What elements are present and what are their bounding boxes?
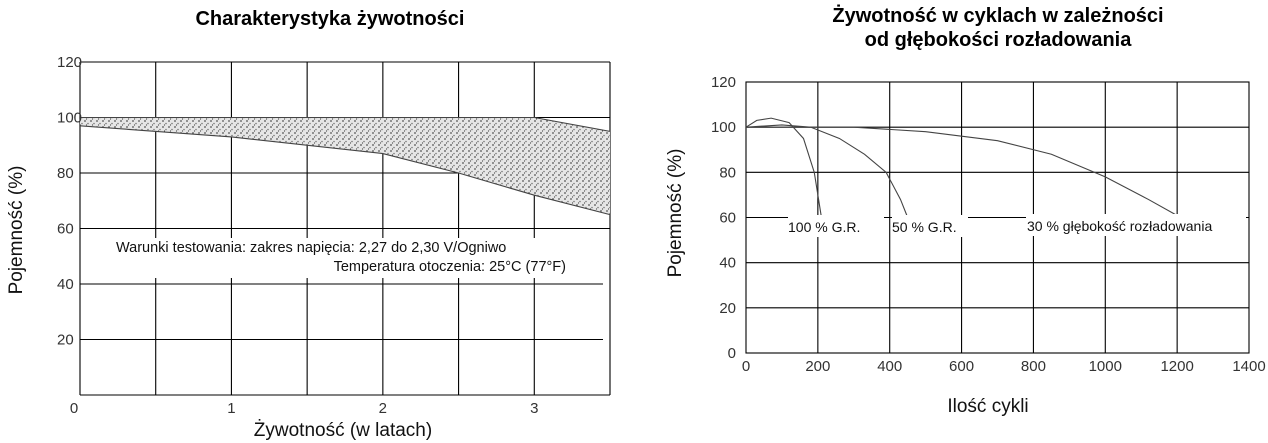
x-axis-label: Żywotność (w latach) [254,420,432,441]
y-tick-label: 100 [57,110,82,127]
capacity-lifetime-chart-svg: Charakterystyka żywotności Warunki testo… [6,8,611,441]
y-axis-label: Pojemność (%) [665,149,686,278]
series-line-2 [745,124,909,218]
series-label-30: 30 % głębokość rozładowania [1027,218,1212,234]
y-tick-label: 120 [711,74,736,91]
y-tick-label: 120 [57,54,82,71]
label-background-100 [788,215,884,237]
x-tick-label: 400 [877,358,902,375]
test-conditions-note: Warunki testowania: zakres napięcia: 2,2… [116,240,506,256]
label-background-50 [892,215,968,237]
y-tick-label: 100 [711,119,736,136]
band-lower-edge [79,125,611,216]
note-background [112,238,574,278]
capacity-lifetime-chart: Charakterystyka żywotności Warunki testo… [6,8,611,441]
band-upper-edge [80,116,611,132]
series-label-100: 100 % G.R. [788,219,860,235]
chart-title-line-1: Żywotność w cyklach w zależności [832,4,1163,27]
chart-title: Charakterystyka żywotności [195,8,464,30]
x-tick-label: 0 [70,400,78,417]
cycle-life-chart-svg: Żywotność w cyklach w zależności od głęb… [665,4,1266,417]
y-tick-label: 80 [719,164,736,181]
chart-title-line-2: od głębokości rozładowania [865,29,1133,51]
x-tick-label: 200 [805,358,830,375]
capacity-band [80,117,610,215]
y-tick-label: 20 [719,300,736,317]
x-axis-label: Ilość cykli [947,396,1028,417]
y-tick-label: 60 [719,210,736,227]
cycle-life-chart: Żywotność w cyklach w zależności od głęb… [640,0,1268,443]
y-tick-label: 20 [57,332,74,349]
x-tick-label: 3 [530,400,538,417]
x-tick-label: 0 [742,358,750,375]
y-axis-label: Pojemność (%) [6,166,27,295]
series-label-50: 50 % G.R. [892,219,957,235]
y-tick-label: 80 [57,165,74,182]
y-tick-label: 60 [57,221,74,238]
x-tick-label: 1200 [1160,358,1193,375]
series-line-1 [745,117,822,218]
x-tick-label: 1000 [1089,358,1122,375]
x-tick-label: 800 [1021,358,1046,375]
y-tick-label: 40 [57,276,74,293]
series-line-3 [746,126,1182,218]
x-tick-label: 600 [949,358,974,375]
y-tick-label: 0 [728,345,736,362]
temperature-note: Temperatura otoczenia: 25°C (77°F) [334,259,566,275]
y-tick-label: 40 [719,255,736,272]
x-tick-label: 1 [227,400,235,417]
x-tick-label: 1400 [1232,358,1265,375]
label-background-30 [1026,214,1246,236]
x-tick-label: 2 [379,400,387,417]
